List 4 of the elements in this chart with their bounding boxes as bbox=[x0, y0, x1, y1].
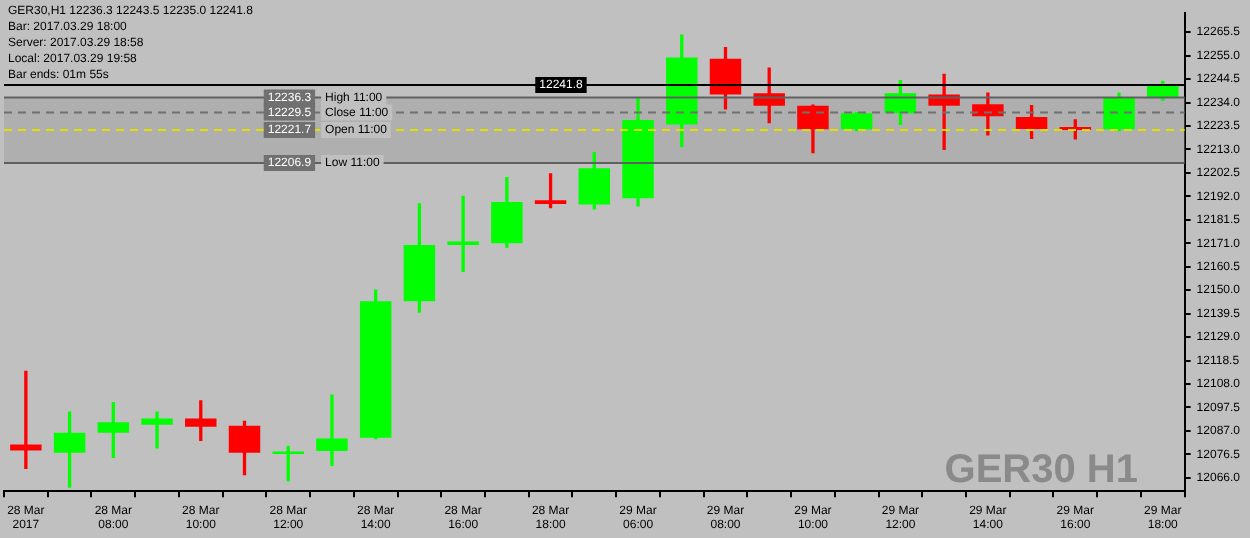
candlestick bbox=[10, 370, 42, 470]
candlestick bbox=[447, 195, 479, 273]
candlestick bbox=[316, 394, 348, 466]
candlestick bbox=[141, 411, 173, 449]
